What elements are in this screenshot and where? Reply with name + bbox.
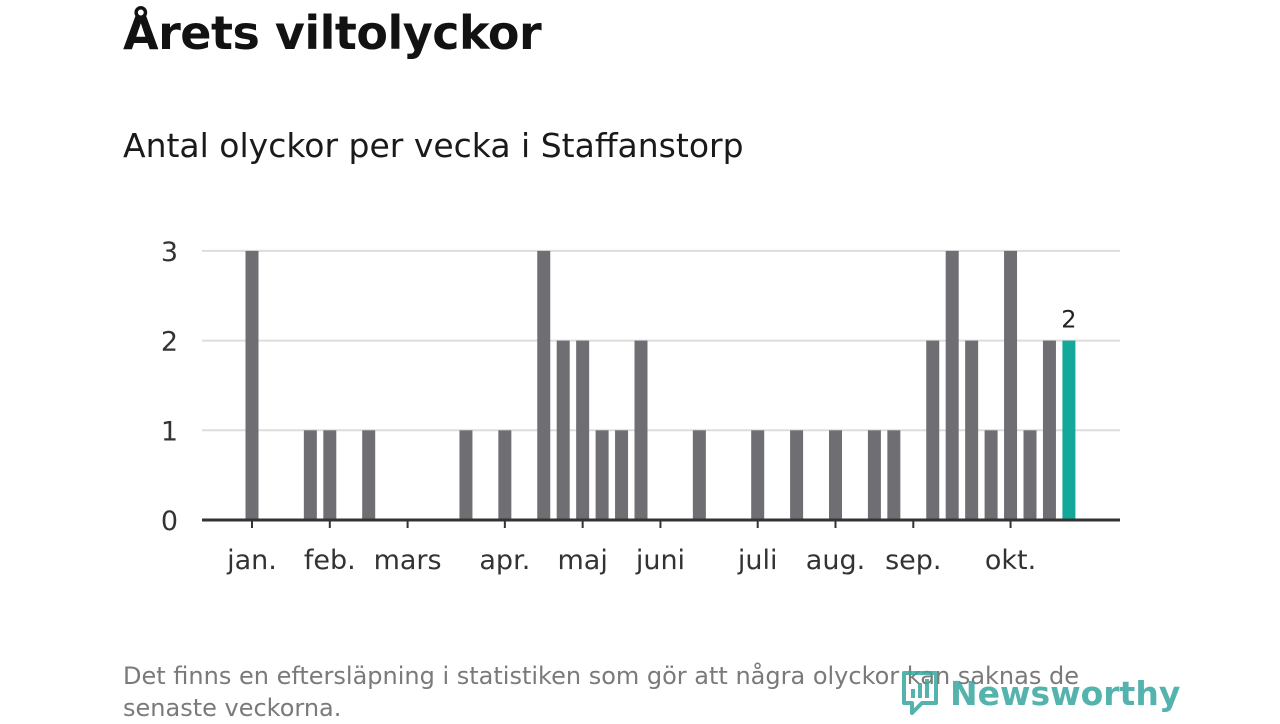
bar-week-24 — [692, 430, 706, 520]
grid-lines — [202, 249, 1120, 432]
x-tick-label: feb. — [304, 545, 356, 576]
x-tick-label: apr. — [479, 545, 530, 576]
bar-week-39 — [984, 430, 998, 520]
x-tick-label: jan. — [226, 545, 277, 576]
y-tick-label: 0 — [161, 506, 178, 537]
y-tick-label: 1 — [161, 416, 178, 447]
bar-week-31 — [829, 430, 842, 520]
bar-week-19 — [595, 430, 609, 520]
bar-week-14 — [498, 430, 512, 520]
x-tick-label: juni — [635, 545, 685, 576]
chart-subtitle: Antal olyckor per vecka i Staffanstorp — [123, 126, 744, 165]
bar-week-20 — [615, 430, 629, 520]
bar-week-5 — [323, 430, 337, 520]
x-tick-label: sep. — [885, 545, 941, 576]
bar-week-17 — [556, 340, 570, 520]
x-tick-label: juli — [737, 545, 778, 576]
bar-week-12 — [459, 430, 473, 520]
bars — [245, 250, 1076, 520]
chart-title: Årets viltolyckor — [123, 6, 542, 60]
x-tick-label: mars — [374, 545, 442, 576]
bar-week-33 — [867, 430, 881, 520]
bar-week-34 — [887, 430, 901, 520]
bar-week-4 — [303, 430, 317, 520]
bar-week-7 — [362, 430, 376, 520]
bar-week-40 — [1004, 250, 1018, 520]
bar-week-16 — [537, 250, 551, 520]
x-tick-label: maj — [557, 545, 607, 576]
newsworthy-logo-icon — [902, 671, 938, 715]
axis-labels: 0 1 2 3 2 jan. feb. mars apr. maj juni juli aug. sep.… — [161, 237, 1077, 576]
bar-week-21 — [634, 340, 648, 520]
brand-name: Newsworthy — [950, 673, 1181, 713]
y-tick-label: 2 — [161, 327, 178, 358]
y-tick-label: 3 — [161, 237, 178, 268]
bar-chart: 0 1 2 3 2 jan. feb. mars apr. maj juni juli aug. sep.… — [161, 237, 1120, 576]
bar-week-37 — [945, 250, 959, 520]
bar-week-38 — [965, 340, 979, 520]
bar-week-42 — [1042, 340, 1056, 520]
data-label-latest: 2 — [1061, 306, 1076, 334]
bar-week-41 — [1023, 430, 1037, 520]
bar-week-36 — [926, 340, 940, 520]
bar-week-1 — [245, 250, 259, 520]
x-axis — [202, 518, 1120, 528]
brand-logo: Newsworthy — [900, 668, 1180, 718]
bar-week-18 — [576, 340, 590, 520]
bar-latest-week — [1062, 340, 1076, 520]
bar-week-29 — [790, 430, 804, 520]
bar-week-27 — [751, 430, 765, 520]
x-tick-label: aug. — [806, 545, 865, 576]
x-tick-label: okt. — [985, 545, 1036, 576]
